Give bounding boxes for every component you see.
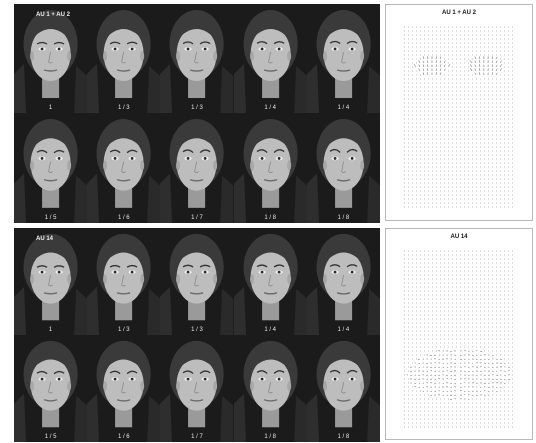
face-frame: 1 / 4 [307,4,380,113]
bottom-face-panel: AU 14 1 1 / 3 [14,228,380,442]
face-frame: 1 / 5 [14,335,87,442]
frame-label: 1 / 5 [14,434,87,440]
face-image [87,335,160,442]
face-frame: 1 / 3 [87,228,160,335]
face-frame: 1 / 5 [14,113,87,223]
face-image [14,228,87,335]
face-frame: 1 / 4 [234,4,307,113]
face-image [234,4,307,113]
face-image [234,335,307,442]
face-image [307,335,380,442]
bottom-flow-field-box: AU 14 [385,228,533,440]
face-image [14,113,87,223]
bottom-panel-title: AU 14 [36,236,53,242]
face-frame: 1 / 8 [234,335,307,442]
face-frame: 1 / 3 [87,4,160,113]
frame-label: 1 / 8 [234,434,307,440]
frame-label: 1 / 8 [234,215,307,221]
face-image [87,228,160,335]
frame-label: 1 / 3 [160,327,233,333]
face-image [307,113,380,223]
face-image [307,4,380,113]
bottom-flow-title: AU 14 [386,234,532,240]
face-image [87,4,160,113]
bottom-flow-field [402,249,516,429]
face-frame: 1 [14,4,87,113]
face-image [307,228,380,335]
top-face-grid: 1 1 / 3 1 / 3 [14,4,380,223]
top-flow-title: AU 1 + AU 2 [386,10,532,16]
frame-label: 1 / 5 [14,215,87,221]
face-frame: 1 / 4 [234,228,307,335]
top-flow-field-box: AU 1 + AU 2 [385,4,533,221]
face-image [160,4,233,113]
frame-label: 1 / 4 [307,327,380,333]
face-frame: 1 [14,228,87,335]
face-frame: 1 / 8 [307,335,380,442]
frame-label: 1 / 3 [87,327,160,333]
frame-label: 1 / 6 [87,215,160,221]
bottom-face-grid: 1 1 / 3 1 / 3 [14,228,380,442]
top-flow-field [402,25,516,211]
frame-label: 1 / 4 [234,105,307,111]
frame-label: 1 / 4 [234,327,307,333]
frame-label: 1 [14,105,87,111]
frame-label: 1 / 3 [87,105,160,111]
face-frame: 1 / 7 [160,113,233,223]
face-image [234,228,307,335]
top-face-panel: AU 1 + AU 2 1 1 / 3 [14,4,380,223]
face-frame: 1 / 3 [160,4,233,113]
face-image [87,113,160,223]
frame-label: 1 / 8 [307,434,380,440]
top-panel-title: AU 1 + AU 2 [36,12,70,18]
face-image [234,113,307,223]
frame-label: 1 / 7 [160,215,233,221]
frame-label: 1 / 4 [307,105,380,111]
frame-label: 1 [14,327,87,333]
face-frame: 1 / 8 [307,113,380,223]
face-image [160,228,233,335]
frame-label: 1 / 6 [87,434,160,440]
face-frame: 1 / 6 [87,335,160,442]
face-image [14,4,87,113]
face-frame: 1 / 4 [307,228,380,335]
face-frame: 1 / 8 [234,113,307,223]
face-image [160,113,233,223]
face-frame: 1 / 7 [160,335,233,442]
face-image [14,335,87,442]
frame-label: 1 / 8 [307,215,380,221]
face-frame: 1 / 6 [87,113,160,223]
face-frame: 1 / 3 [160,228,233,335]
frame-label: 1 / 7 [160,434,233,440]
face-image [160,335,233,442]
frame-label: 1 / 3 [160,105,233,111]
